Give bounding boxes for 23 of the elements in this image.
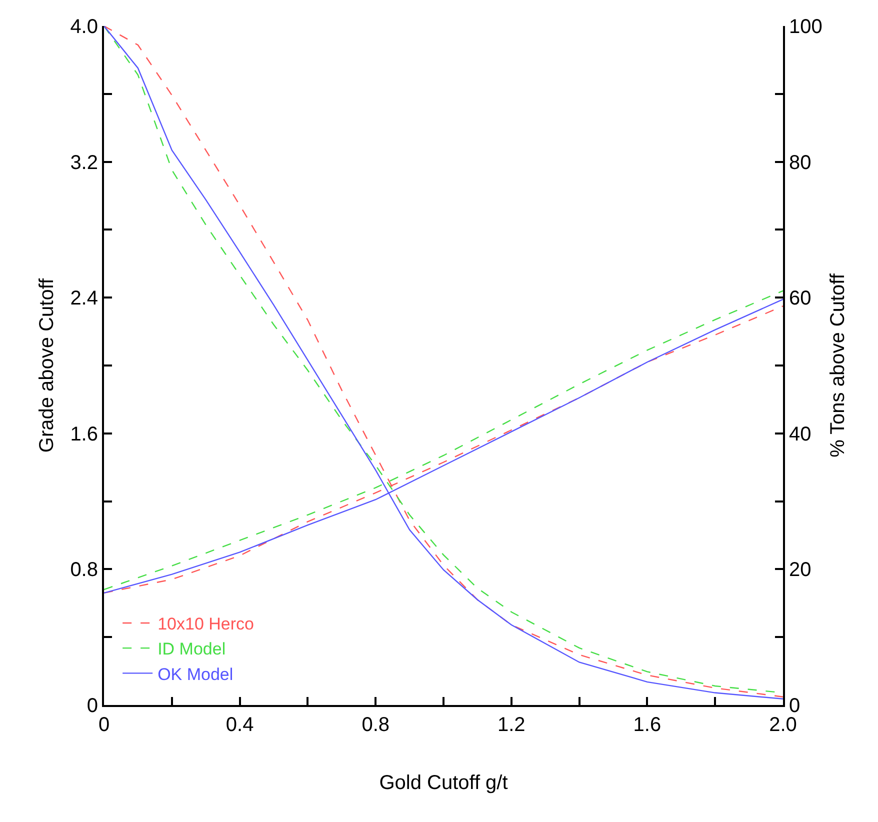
y2-tick-label: 60 — [789, 288, 812, 310]
y-tick-label: 0.8 — [70, 559, 98, 582]
y-tick-label: 4.0 — [70, 16, 98, 38]
x-tick-label: 0.4 — [226, 714, 254, 736]
y-axis-title: Grade above Cutoff — [36, 278, 58, 453]
x-tick-label: 1.6 — [633, 714, 662, 736]
legend-label: OK Model — [158, 664, 234, 684]
y-tick-label: 2.4 — [70, 288, 98, 310]
y-tick-label: 1.6 — [70, 423, 98, 446]
legend-label: ID Model — [158, 640, 226, 659]
y2-tick-label: 20 — [789, 559, 812, 582]
x-tick-label: 2.0 — [769, 714, 797, 736]
y-tick-label: 0 — [86, 695, 98, 717]
x-tick-label: 1.2 — [497, 714, 526, 736]
x-tick-label: 0.8 — [362, 714, 390, 736]
y-tick-label: 3.2 — [70, 152, 98, 174]
legend-label: 10x10 Herco — [158, 614, 254, 634]
y2-tick-label: 100 — [789, 16, 822, 38]
y2-tick-label: 80 — [789, 152, 812, 174]
y2-tick-label: 40 — [789, 423, 812, 446]
x-axis-title: Gold Cutoff g/t — [379, 772, 508, 794]
y2-axis-title: % Tons above Cutoff — [827, 273, 849, 458]
y2-tick-label: 0 — [789, 695, 800, 717]
